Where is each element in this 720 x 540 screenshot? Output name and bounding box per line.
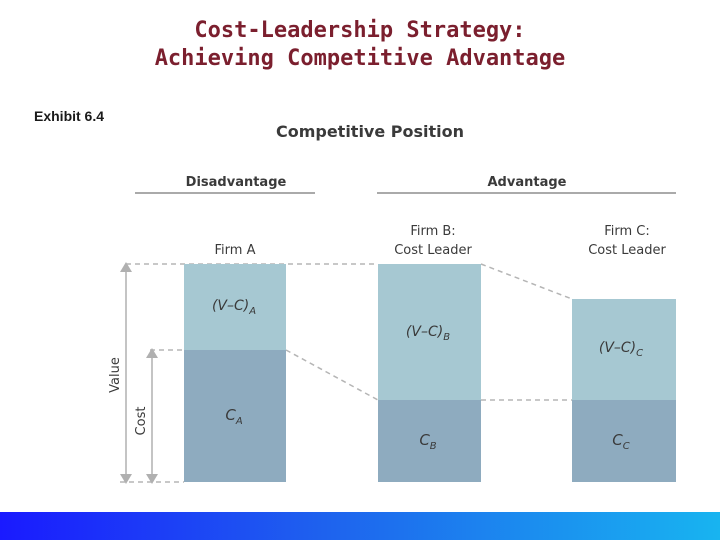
value-arrow: [120, 262, 132, 484]
firm-c-margin-bar: [572, 299, 676, 400]
firm-c-margin-label: (V–C)C: [599, 340, 643, 359]
firm-b-label-line1: Firm B:: [410, 224, 455, 239]
firm-b-margin-bar: [378, 264, 481, 400]
firm-c-cost-bar: [572, 400, 676, 482]
diagram-heading: Competitive Position: [276, 122, 464, 141]
firm-a-margin-label: (V–C)A: [212, 298, 256, 317]
group-label-disadvantage: Disadvantage: [186, 175, 287, 190]
firm-b-cost-bar: [378, 400, 481, 482]
axis-label-value: Value: [108, 357, 123, 393]
axis-label-cost: Cost: [134, 407, 149, 436]
exhibit-label: Exhibit 6.4: [34, 108, 105, 124]
firm-a-margin-bar: [184, 264, 286, 350]
footer-gradient-bar: [0, 512, 720, 540]
firm-c-cost-label: CC: [612, 431, 629, 452]
cost-arrow: [146, 348, 158, 484]
firm-a-cost-bar: [184, 350, 286, 482]
firm-b-margin-label: (V–C)B: [406, 324, 450, 343]
group-label-advantage: Advantage: [488, 175, 567, 190]
firm-b-cost-label: CB: [419, 431, 436, 452]
firm-c-label-line2: Cost Leader: [588, 243, 666, 258]
firm-c-label-line1: Firm C:: [604, 224, 650, 239]
firm-a-label: Firm A: [215, 243, 256, 258]
firm-a-cost-label: CA: [225, 406, 242, 427]
slide-title-line1: Cost-Leadership Strategy:: [194, 18, 526, 43]
firm-b-label-line2: Cost Leader: [394, 243, 472, 258]
slide-title-line2: Achieving Competitive Advantage: [154, 46, 566, 71]
